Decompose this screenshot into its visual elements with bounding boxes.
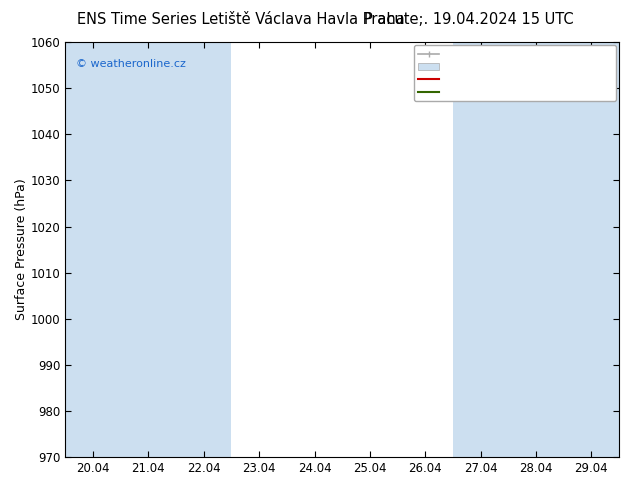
Text: ENS Time Series Letiště Václava Havla Praha: ENS Time Series Letiště Václava Havla Pr… <box>77 12 404 27</box>
Bar <box>120 42 231 457</box>
Bar <box>65 42 120 457</box>
Text: © weatheronline.cz: © weatheronline.cz <box>77 59 186 69</box>
Legend: min/max, Sm  283;rodatn acute; odchylka, Ensemble mean run, Controll run: min/max, Sm 283;rodatn acute; odchylka, … <box>414 45 616 101</box>
Text: P acute;. 19.04.2024 15 UTC: P acute;. 19.04.2024 15 UTC <box>365 12 574 27</box>
Bar <box>453 42 564 457</box>
Y-axis label: Surface Pressure (hPa): Surface Pressure (hPa) <box>15 179 28 320</box>
Bar <box>564 42 619 457</box>
